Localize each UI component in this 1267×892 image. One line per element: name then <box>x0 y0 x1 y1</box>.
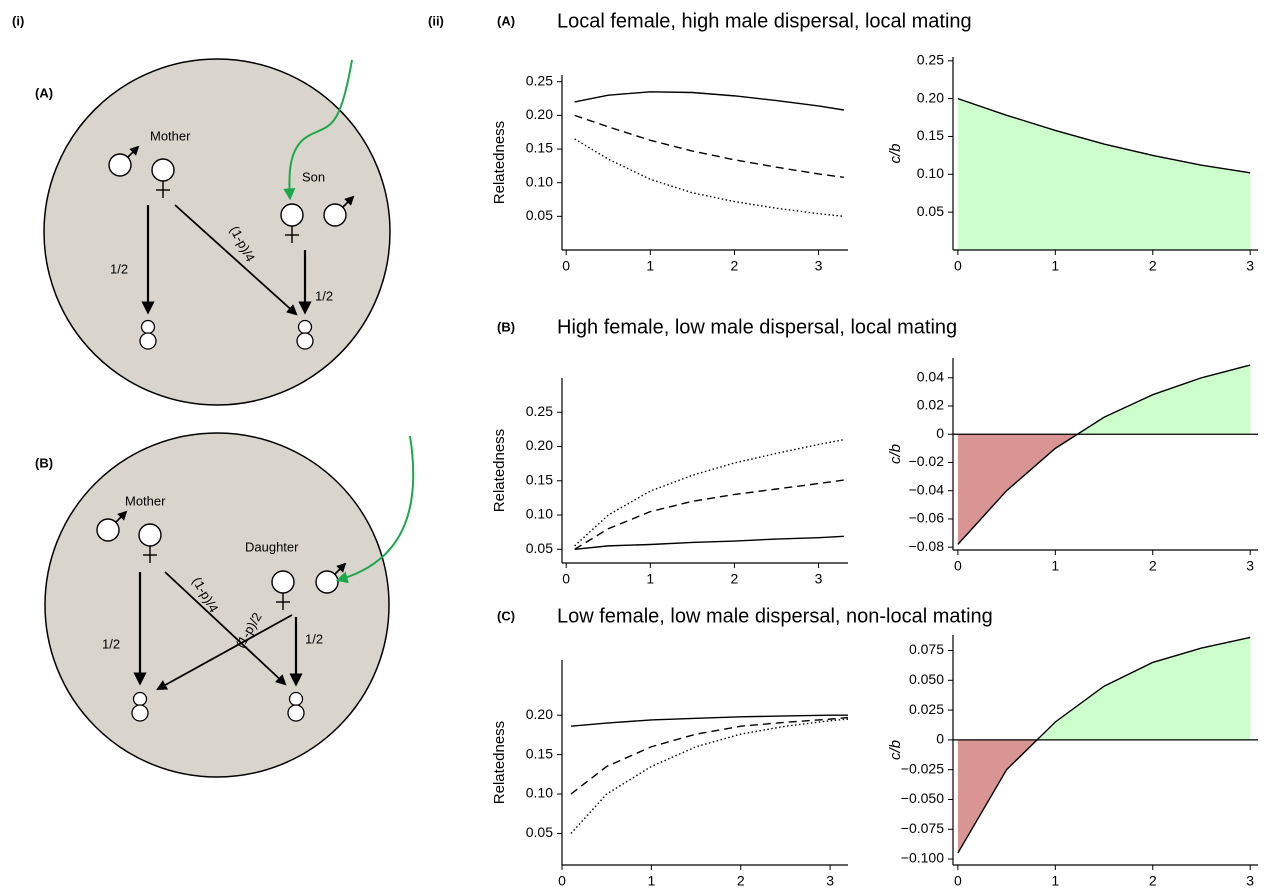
page: {"diagram": {"label": "(i)", "panels": [… <box>0 0 1267 892</box>
line-series <box>575 92 844 110</box>
y-tick-label: −0.100 <box>901 850 944 866</box>
x-tick-label: 3 <box>1246 873 1254 889</box>
x-tick-label: 0 <box>954 873 962 889</box>
x-tick-label: 2 <box>731 258 739 274</box>
y-tick-label: 0.20 <box>526 437 553 453</box>
offspring <box>140 321 156 350</box>
x-tick-label: 2 <box>1149 258 1157 274</box>
x-tick-label: 1 <box>1051 873 1059 889</box>
line-series <box>575 139 844 216</box>
x-tick-label: 2 <box>731 571 739 587</box>
y-tick-label: 0.10 <box>526 506 553 522</box>
panel-label: (ii) <box>428 13 444 28</box>
row-title: High female, low male dispersal, local m… <box>557 316 957 338</box>
row-title: Low female, low male dispersal, non-loca… <box>557 605 993 627</box>
y-tick-label: 0.15 <box>526 471 553 487</box>
x-tick-label: 3 <box>815 571 823 587</box>
y-tick-label: −0.06 <box>909 510 945 526</box>
x-tick-label: 2 <box>1149 873 1157 889</box>
positive-area <box>958 99 1250 250</box>
arrow-label: 1/2 <box>315 288 333 303</box>
x-tick-label: 2 <box>1149 558 1157 574</box>
arrow-label: 1/2 <box>102 636 120 651</box>
y-tick-label: 0.15 <box>526 140 553 156</box>
y-tick-label: 0.025 <box>909 701 944 717</box>
relative-label: Daughter <box>245 539 299 554</box>
x-tick-label: 1 <box>647 873 655 889</box>
relative-label: Son <box>302 169 325 184</box>
panel-label: (A) <box>35 85 53 100</box>
x-tick-label: 2 <box>737 873 745 889</box>
offspring <box>297 321 313 350</box>
line-series <box>575 480 844 549</box>
x-tick-label: 1 <box>646 571 654 587</box>
offspring <box>288 693 304 722</box>
y-tick-label: 0.25 <box>526 72 553 88</box>
y-tick-label: 0.075 <box>909 641 944 657</box>
y-tick-label: 0.20 <box>526 106 553 122</box>
y-tick-label: 0 <box>936 731 944 747</box>
arrow-label: 1/2 <box>110 261 128 276</box>
row-title: Local female, high male dispersal, local… <box>557 10 972 32</box>
offspring <box>132 693 148 722</box>
y-tick-label: 0.15 <box>917 127 944 143</box>
y-tick-label: 0.20 <box>917 89 944 105</box>
line-series <box>571 719 848 833</box>
x-tick-label: 3 <box>826 873 834 889</box>
y-tick-label: −0.050 <box>901 790 944 806</box>
line-series <box>571 718 848 794</box>
figure: (i) (A) Mother Son 1/2 (1-p)/4 1/2 (B) M… <box>0 0 1267 892</box>
x-tick-label: 3 <box>1246 558 1254 574</box>
x-tick-label: 0 <box>558 873 566 889</box>
y-tick-label: 0.10 <box>526 173 553 189</box>
y-tick-label: −0.02 <box>909 453 945 469</box>
y-tick-label: 0.15 <box>526 745 553 761</box>
y-tick-label: 0.10 <box>526 785 553 801</box>
diagram: (i) (A) Mother Son 1/2 (1-p)/4 1/2 (B) M… <box>12 13 413 777</box>
x-tick-label: 0 <box>562 571 570 587</box>
x-tick-label: 0 <box>954 258 962 274</box>
y-axis-title: Relatedness <box>491 721 508 804</box>
y-axis-title: c/b <box>887 143 904 163</box>
panel-label: (B) <box>497 319 515 334</box>
y-tick-label: 0.05 <box>526 540 553 556</box>
y-tick-label: 0.25 <box>526 403 553 419</box>
y-axis-title: Relatedness <box>491 121 508 204</box>
y-tick-label: 0.25 <box>917 51 944 67</box>
panel-label: (B) <box>35 455 53 470</box>
y-axis-title: c/b <box>887 740 904 760</box>
panel-label: (i) <box>12 13 24 28</box>
y-axis-title: Relatedness <box>491 429 508 512</box>
x-tick-label: 3 <box>815 258 823 274</box>
y-tick-label: −0.08 <box>909 538 945 554</box>
y-tick-label: 0 <box>936 425 944 441</box>
x-tick-label: 0 <box>562 258 570 274</box>
y-tick-label: −0.04 <box>909 481 945 497</box>
y-tick-label: −0.025 <box>901 760 944 776</box>
y-axis-title: c/b <box>887 444 904 464</box>
x-tick-label: 0 <box>954 558 962 574</box>
x-tick-label: 1 <box>646 258 654 274</box>
panel-label: (C) <box>497 608 515 623</box>
mother-label: Mother <box>125 493 166 508</box>
mother-label: Mother <box>150 128 191 143</box>
panel-label: (A) <box>497 13 515 28</box>
y-tick-label: 0.10 <box>917 165 944 181</box>
y-tick-label: 0.050 <box>909 671 944 687</box>
arrow-label: 1/2 <box>305 631 323 646</box>
y-tick-label: 0.05 <box>526 824 553 840</box>
x-tick-label: 1 <box>1051 558 1059 574</box>
y-tick-label: 0.20 <box>526 706 553 722</box>
x-tick-label: 3 <box>1246 258 1254 274</box>
y-tick-label: 0.05 <box>526 207 553 223</box>
x-tick-label: 1 <box>1051 258 1059 274</box>
line-series <box>575 115 844 177</box>
line-series <box>575 536 844 549</box>
y-tick-label: 0.02 <box>917 397 944 413</box>
y-tick-label: 0.04 <box>917 368 944 384</box>
y-tick-label: 0.05 <box>917 203 944 219</box>
line-series <box>575 440 844 546</box>
y-tick-label: −0.075 <box>901 820 944 836</box>
